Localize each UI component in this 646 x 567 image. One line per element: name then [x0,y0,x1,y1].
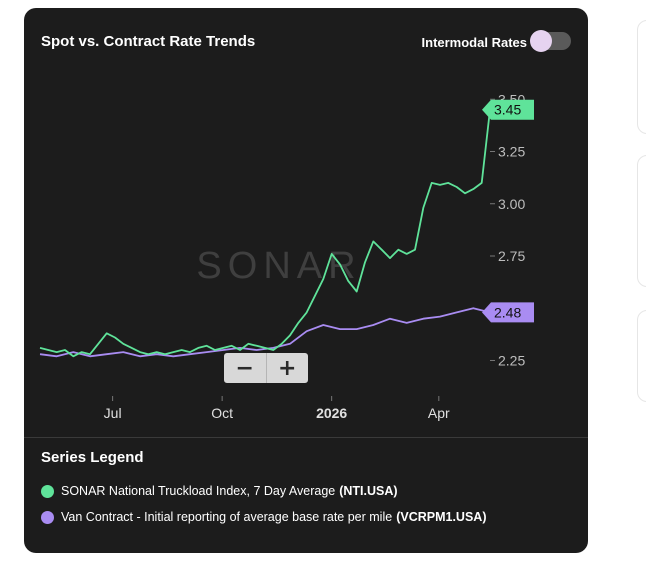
y-axis: 2.252.502.753.003.253.50 [490,91,525,368]
sonar-watermark: SONAR [196,245,361,287]
legend-title: Series Legend [41,449,144,466]
adjacent-card [637,20,646,134]
x-tick-label: 2026 [316,405,347,421]
legend-text: Van Contract - Initial reporting of aver… [61,510,393,524]
zoom-controls: − + [224,353,308,383]
intermodal-rates-toggle[interactable] [530,30,571,52]
zoom-in-button[interactable]: + [265,353,309,383]
y-tick-label: 3.25 [498,144,525,160]
y-tick-label: 3.00 [498,196,525,212]
series-lines [39,109,491,358]
x-tick-label: Apr [428,405,450,421]
x-tick-label: Jul [104,405,122,421]
adjacent-card [637,155,646,287]
legend-dot-vcrpm [41,510,54,524]
intermodal-toggle-label: Intermodal Rates [421,35,527,50]
series-end-labels: 3.45 2.48 [482,99,534,323]
legend-text: SONAR National Truckload Index, 7 Day Av… [61,484,336,498]
nti-series-line [39,109,491,358]
legend-item-vcrpm: Van Contract - Initial reporting of aver… [41,508,487,526]
zoom-out-button[interactable]: − [235,355,254,381]
adjacent-card [637,310,646,402]
divider [24,437,588,438]
card-title: Spot vs. Contract Rate Trends [41,33,256,50]
legend-item-nti: SONAR National Truckload Index, 7 Day Av… [41,482,398,500]
vcrpm-last-value: 2.48 [494,304,521,320]
nti-last-value: 3.45 [494,102,521,118]
legend-code: (NTI.USA) [339,484,398,498]
y-tick-label: 2.75 [498,248,525,264]
x-axis: Jul Oct 2026 Apr [104,396,450,421]
rate-trends-card: Spot vs. Contract Rate Trends Intermodal… [24,8,588,553]
legend-dot-nti [41,484,54,498]
legend-code: (VCRPM1.USA) [396,510,487,524]
rate-trend-chart: SONAR 2.252.502.753.003.253.50 JulOct202… [39,91,534,421]
y-tick-label: 2.25 [498,352,525,368]
x-tick-label: Oct [211,405,233,421]
toggle-knob[interactable] [530,30,552,52]
end-value-badge [482,302,534,323]
vcrpm-series-line [39,307,491,358]
end-value-badge [482,99,534,120]
